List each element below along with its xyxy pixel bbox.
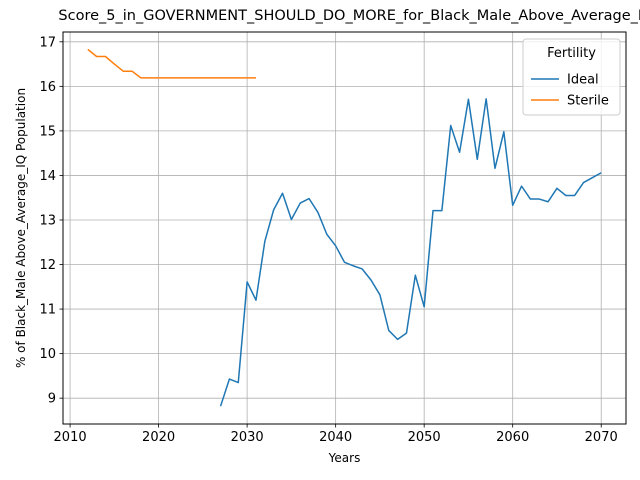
x-tick-label: 2050 — [408, 430, 441, 445]
legend-title: Fertility — [547, 46, 596, 61]
y-axis-label: % of Black_Male Above_Average_IQ Populat… — [14, 88, 28, 368]
series-line-ideal — [219, 98, 602, 407]
legend-box — [522, 38, 621, 116]
grid — [63, 32, 626, 424]
y-tick-label: 17 — [39, 35, 56, 50]
y-tick-label: 15 — [39, 124, 56, 139]
y-tick-label: 12 — [39, 258, 56, 273]
legend-label-ideal: Ideal — [567, 73, 599, 88]
legend-label-sterile: Sterile — [567, 94, 609, 109]
plot-frame — [62, 31, 627, 425]
ticks: 2010 2020 2030 2040 2050 2060 2070 9 10 11 12 13 14 1… — [39, 35, 617, 445]
series-layer — [87, 48, 602, 407]
x-tick-label: 2070 — [585, 430, 618, 445]
x-tick-label: 2060 — [496, 430, 529, 445]
legend-items: Ideal Sterile — [531, 73, 609, 109]
x-tick-label: 2040 — [319, 430, 352, 445]
y-tick-label: 13 — [39, 213, 56, 228]
y-tick-label: 16 — [39, 80, 56, 95]
chart-title: Score_5_in_GOVERNMENT_SHOULD_DO_MORE_for… — [58, 8, 640, 24]
y-tick-label: 14 — [39, 169, 56, 184]
y-tick-label: 9 — [48, 392, 56, 407]
series-line-sterile — [87, 48, 256, 79]
x-tick-label: 2030 — [231, 430, 264, 445]
y-tick-label: 10 — [39, 347, 56, 362]
x-tick-label: 2020 — [142, 430, 175, 445]
x-axis-label: Years — [328, 451, 361, 465]
y-tick-label: 11 — [39, 303, 56, 318]
x-tick-label: 2010 — [54, 430, 87, 445]
legend: Fertility Ideal Sterile — [522, 38, 621, 116]
